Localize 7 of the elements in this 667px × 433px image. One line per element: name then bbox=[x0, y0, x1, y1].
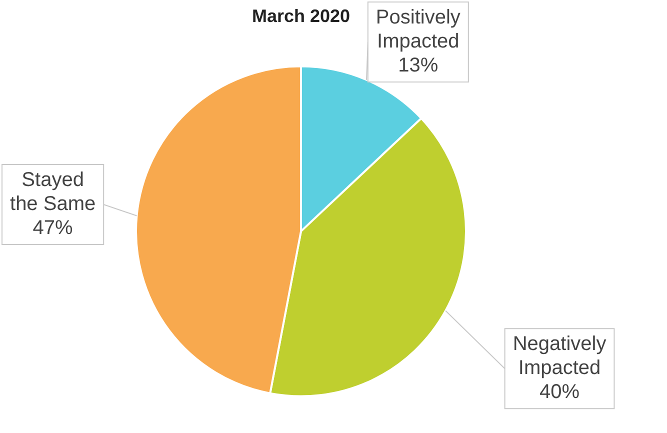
data-label: 40% bbox=[539, 381, 580, 404]
slice-label: Negatively Impacted bbox=[512, 333, 606, 380]
data-label: 47% bbox=[32, 216, 74, 239]
data-label: 13% bbox=[398, 54, 438, 77]
slice-label: Positively Impacted bbox=[376, 6, 460, 53]
chart-title: March 2020 bbox=[252, 6, 350, 26]
slice-label: Stayed the Same bbox=[10, 168, 96, 215]
